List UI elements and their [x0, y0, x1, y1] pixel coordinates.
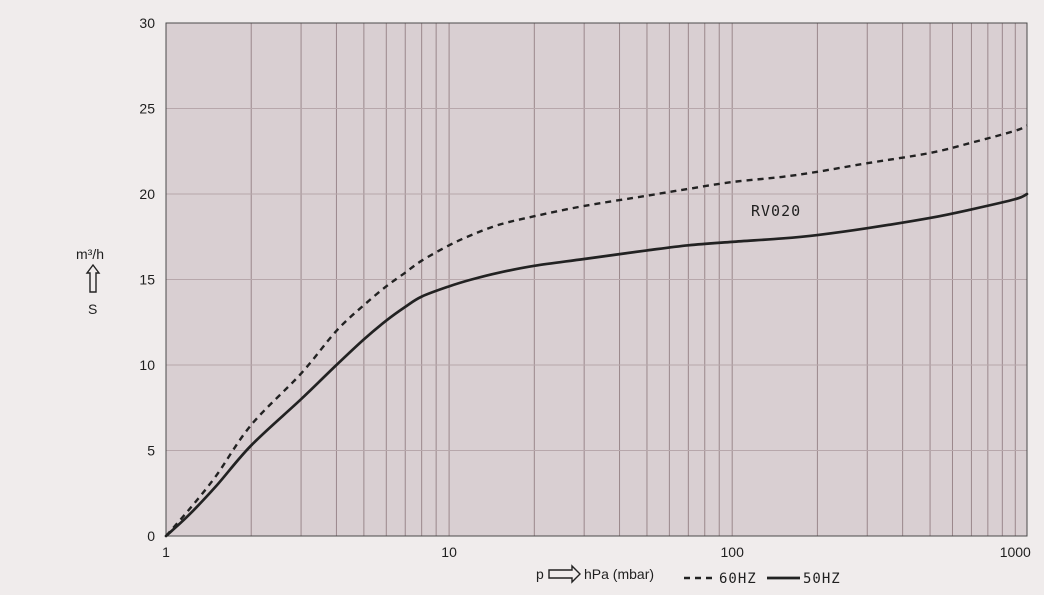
x-tick-label: 1 — [162, 544, 170, 560]
y-axis-label: S — [88, 301, 97, 317]
y-tick-label: 5 — [147, 443, 155, 459]
x-axis-label: p — [536, 566, 544, 582]
legend-label-50hz: 50HZ — [803, 571, 841, 587]
y-axis-arrow-icon — [85, 263, 101, 293]
y-axis-unit-label: m³/h — [76, 246, 104, 262]
y-tick-label: 0 — [147, 528, 155, 544]
series-line-60hz — [165, 124, 1028, 537]
plot-area: 0 5 10 15 20 25 30 1 10 100 1000 — [139, 15, 1031, 560]
series-line-50hz — [164, 192, 1029, 538]
y-tick-label: 30 — [139, 15, 155, 31]
y-tick-label: 15 — [139, 272, 155, 288]
x-tick-label: 10 — [441, 544, 457, 560]
x-axis-arrow-icon — [548, 564, 581, 584]
text-layer: m³/h S RV020 p hPa (mbar) 60HZ 50HZ — [76, 202, 841, 587]
y-tick-label: 10 — [139, 357, 155, 373]
y-tick-label: 20 — [139, 186, 155, 202]
x-tick-label: 100 — [721, 544, 745, 560]
plot-frame — [165, 22, 1028, 537]
y-tick-label: 25 — [139, 101, 155, 117]
x-axis-unit-label: hPa (mbar) — [584, 566, 654, 582]
x-tick-label: 1000 — [1000, 544, 1031, 560]
legend-label-60hz: 60HZ — [719, 571, 757, 587]
chart-annotation: RV020 — [751, 202, 801, 220]
series-layer — [164, 124, 1029, 538]
